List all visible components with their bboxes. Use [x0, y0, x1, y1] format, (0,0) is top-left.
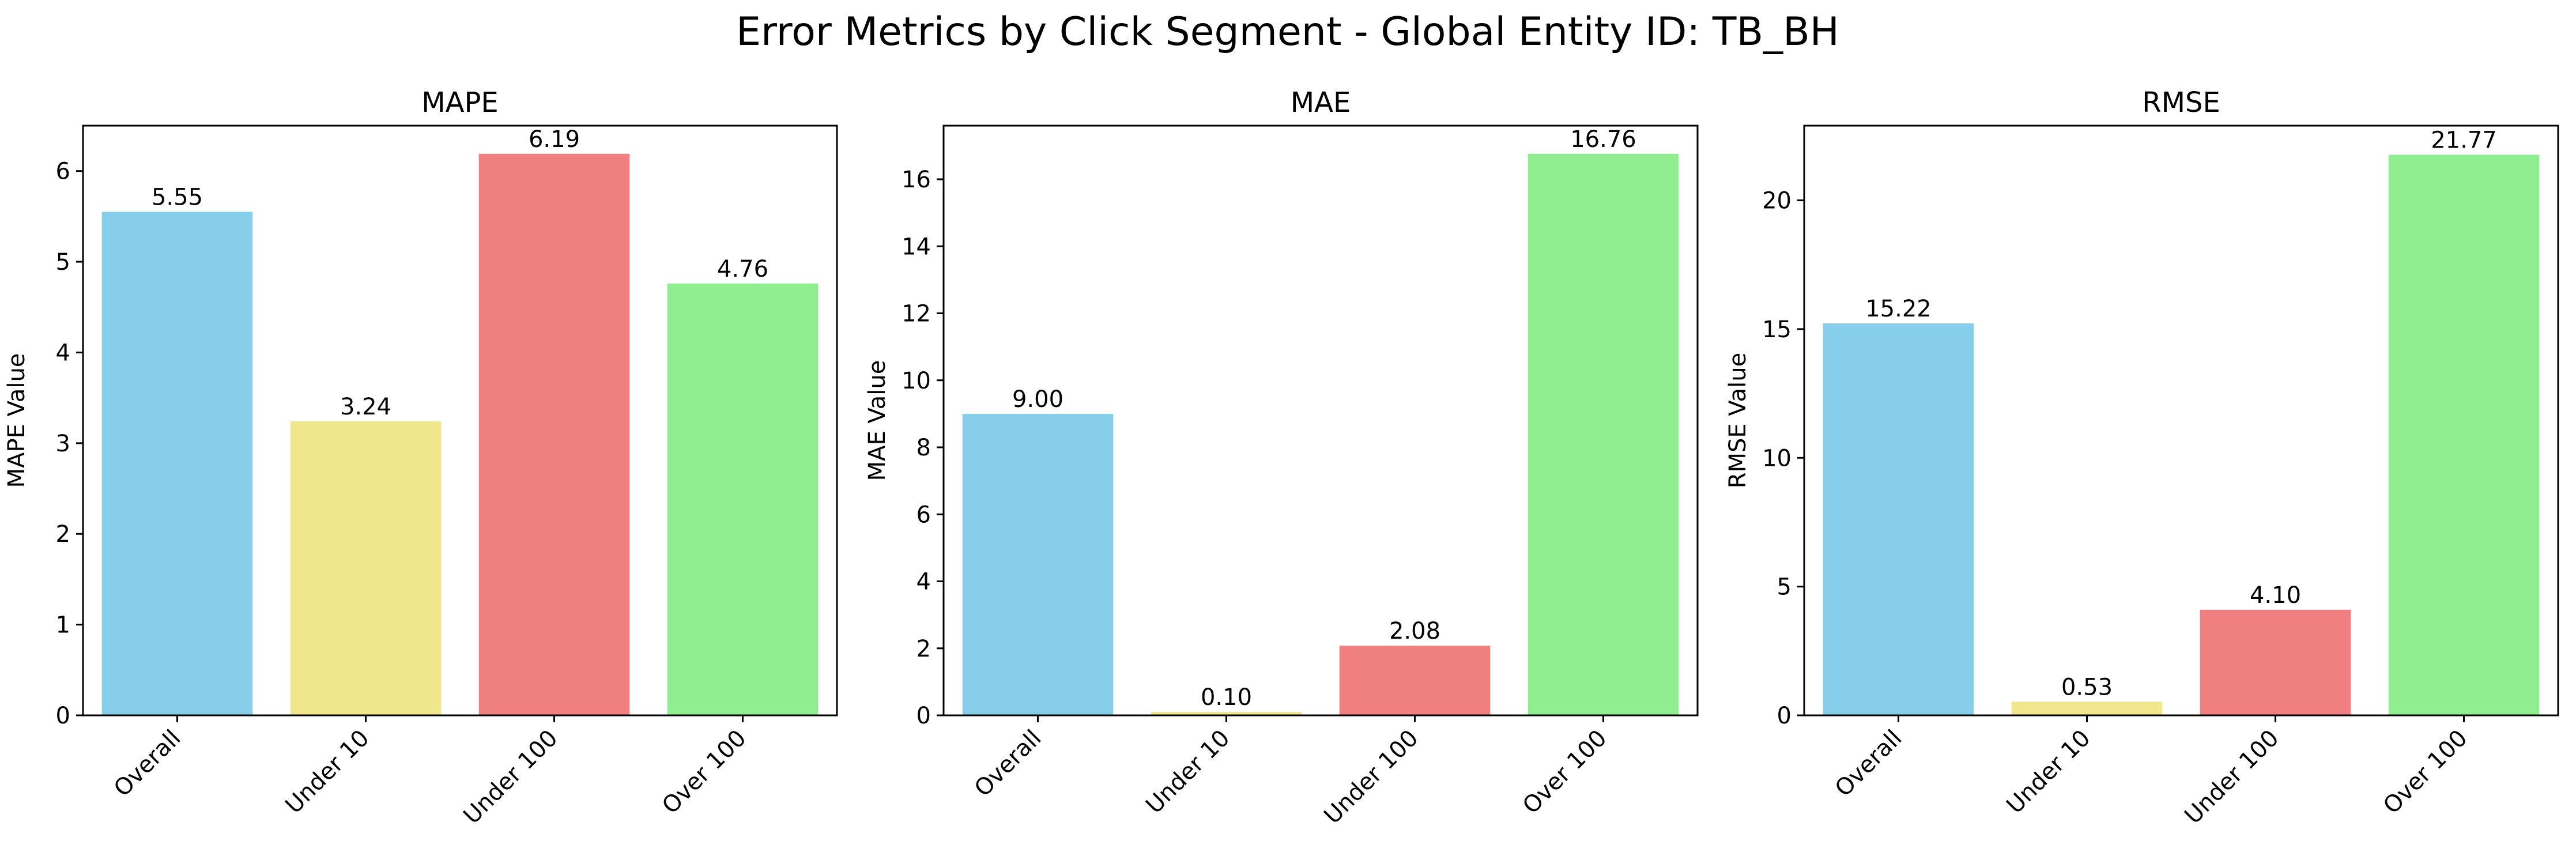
- bar-mape-overall: [101, 212, 253, 715]
- value-label: 4.10: [2250, 582, 2301, 609]
- y-tick-label: 2: [917, 636, 931, 662]
- bar-mae-under-10: [1151, 712, 1302, 715]
- value-label: 6.19: [529, 126, 580, 153]
- bar-mape-under-100: [478, 153, 630, 715]
- subplot-title: MAE: [1291, 86, 1351, 119]
- y-tick-label: 20: [1762, 188, 1791, 214]
- y-tick-label: 0: [1777, 703, 1791, 729]
- y-tick-label: 6: [917, 501, 931, 528]
- y-tick-label: 6: [56, 159, 70, 185]
- value-label: 0.10: [1201, 684, 1252, 711]
- y-tick-label: 8: [917, 435, 931, 461]
- y-tick-label: 3: [56, 431, 70, 457]
- value-label: 21.77: [2431, 127, 2497, 153]
- y-tick-label: 1: [56, 612, 70, 639]
- axes-frame: [1803, 125, 2559, 717]
- bar-rmse-over-100: [2388, 154, 2540, 715]
- value-label: 15.22: [1865, 296, 1932, 322]
- y-tick-label: 4: [917, 569, 931, 595]
- value-label: 5.55: [152, 184, 203, 211]
- value-label: 2.08: [1389, 618, 1440, 644]
- figure-title: Error Metrics by Click Segment - Global …: [736, 9, 1839, 55]
- y-tick-label: 0: [56, 703, 70, 729]
- value-label: 16.76: [1570, 126, 1636, 153]
- y-tick-label: 14: [902, 233, 931, 260]
- y-tick-label: 10: [1762, 445, 1791, 472]
- axes-frame: [942, 125, 1699, 717]
- y-tick-label: 5: [1777, 574, 1791, 601]
- value-label: 0.53: [2061, 674, 2113, 700]
- bar-mape-under-10: [290, 421, 442, 715]
- y-tick-label: 15: [1762, 316, 1791, 343]
- y-tick-label: 16: [902, 167, 931, 193]
- y-axis-label: MAPE Value: [3, 353, 30, 488]
- value-label: 3.24: [340, 394, 391, 420]
- y-tick-label: 12: [902, 301, 931, 327]
- y-axis-label: MAE Value: [864, 360, 891, 481]
- bar-mae-under-100: [1339, 646, 1491, 715]
- bar-mae-over-100: [1528, 153, 1679, 715]
- subplot-title: RMSE: [2142, 86, 2220, 119]
- bar-rmse-under-100: [2200, 609, 2351, 715]
- bar-mae-overall: [962, 413, 1114, 715]
- y-tick-label: 0: [917, 703, 931, 729]
- value-label: 4.76: [717, 256, 768, 282]
- y-tick-label: 4: [56, 340, 70, 366]
- y-tick-label: 5: [56, 249, 70, 276]
- bar-rmse-overall: [1823, 323, 1974, 715]
- axes-frame: [82, 125, 838, 717]
- bar-mape-over-100: [667, 283, 819, 715]
- bar-rmse-under-10: [2011, 702, 2163, 715]
- subplot-title: MAPE: [421, 86, 499, 119]
- y-tick-label: 10: [902, 368, 931, 394]
- value-label: 9.00: [1012, 386, 1063, 413]
- y-tick-label: 2: [56, 521, 70, 548]
- y-axis-label: RMSE Value: [1725, 353, 1751, 489]
